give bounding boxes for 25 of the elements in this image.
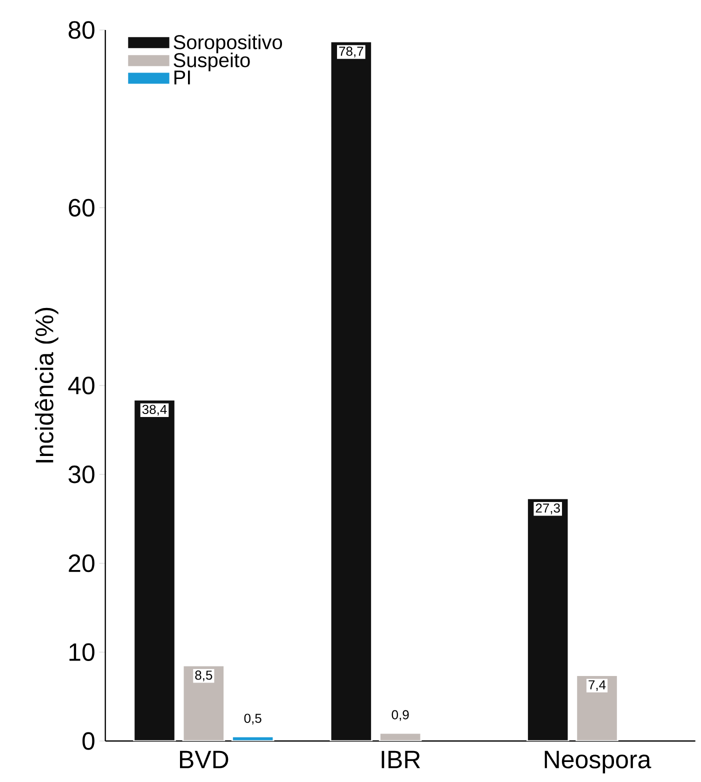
x-tick-label: Neospora — [544, 750, 652, 774]
y-tick-label: 20 — [68, 554, 94, 572]
bar — [526, 498, 570, 741]
data-label: 38,4 — [142, 404, 167, 416]
y-tick-label: 80 — [68, 21, 94, 39]
data-label: 0,5 — [244, 714, 262, 724]
data-label: 7,4 — [588, 680, 606, 691]
bar — [330, 40, 372, 741]
y-tick-label: 0 — [82, 732, 94, 750]
legend-label: Suspeito — [174, 52, 250, 72]
bar — [132, 398, 176, 741]
y-axis-title: Incidência (%) — [34, 308, 58, 462]
y-tick-label: 30 — [68, 466, 94, 484]
y-tick-label: 10 — [69, 643, 94, 661]
x-tick-label: BVD — [180, 750, 228, 768]
y-tick-label: 40 — [68, 376, 94, 394]
legend-label: Soropositivo — [174, 34, 282, 54]
data-label: 0,9 — [392, 710, 409, 721]
y-tick-label: 60 — [68, 198, 94, 217]
data-label: 27,3 — [536, 503, 560, 514]
bar — [182, 664, 225, 741]
legend-label: PI — [174, 70, 190, 84]
data-label: 78,7 — [339, 46, 364, 58]
x-tick-label: IBR — [382, 750, 420, 768]
data-label: 8,5 — [195, 670, 212, 682]
